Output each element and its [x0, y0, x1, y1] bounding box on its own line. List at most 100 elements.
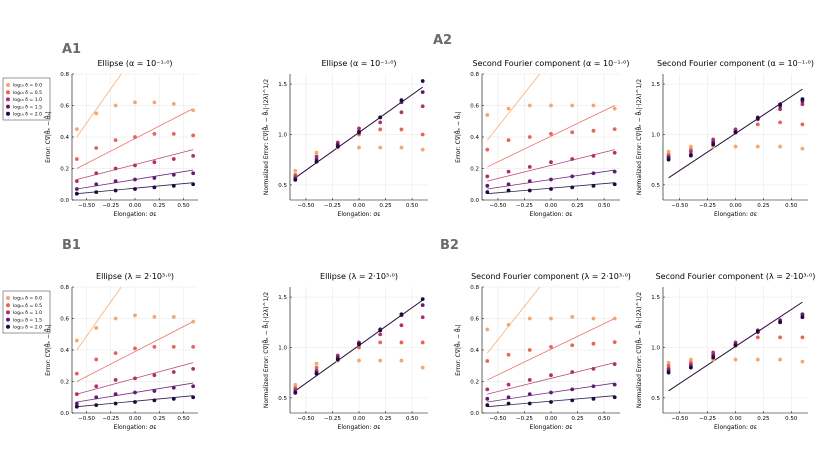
data-point	[171, 157, 176, 161]
y-tick-label: 0.8	[470, 285, 479, 291]
x-tick-label: −0.25	[699, 203, 716, 209]
data-point	[94, 395, 99, 400]
data-point	[74, 401, 79, 406]
data-point	[506, 352, 511, 357]
legend-marker	[6, 324, 10, 329]
data-point	[152, 389, 157, 393]
x-tick-label: 0.00	[545, 203, 558, 209]
data-point	[591, 128, 596, 133]
data-point	[171, 131, 176, 136]
data-point	[570, 315, 575, 319]
data-point	[527, 179, 532, 184]
data-point	[314, 361, 319, 366]
data-point	[152, 100, 157, 105]
data-point	[133, 346, 137, 351]
x-tick-label: −0.50	[78, 203, 95, 209]
x-tick-label: 0.50	[406, 416, 419, 422]
data-point	[570, 370, 575, 374]
data-point	[549, 344, 553, 349]
data-point	[133, 163, 137, 168]
data-point	[420, 104, 425, 109]
y-tick-label: 0.0	[470, 411, 479, 417]
data-point	[314, 159, 319, 164]
data-point	[800, 122, 805, 127]
data-point	[485, 403, 490, 408]
data-point	[711, 355, 716, 360]
data-point	[357, 358, 361, 363]
data-point	[152, 131, 157, 136]
data-point	[94, 326, 99, 330]
data-point	[688, 365, 693, 370]
legend-entry: log₁₀ δ = 0.5	[13, 303, 42, 309]
data-point	[800, 359, 805, 364]
data-point	[378, 358, 383, 363]
data-point	[74, 371, 79, 376]
x-tick-label: 0.50	[598, 203, 611, 209]
y-tick-label: 0.0	[60, 198, 69, 204]
x-tick-label: 0.00	[729, 416, 742, 422]
series-fit-line	[487, 105, 615, 168]
x-tick-label: −0.25	[102, 203, 119, 209]
data-point	[113, 316, 118, 321]
y-tick-label: 0.6	[60, 317, 69, 323]
plot-area	[666, 88, 805, 179]
data-point	[399, 145, 404, 150]
data-point	[191, 171, 196, 176]
y-tick-label: 0.0	[470, 198, 479, 204]
data-point	[485, 147, 490, 152]
data-point	[527, 165, 532, 169]
y-tick-label: 0.4	[470, 135, 479, 141]
data-point	[191, 319, 196, 324]
data-point	[133, 135, 137, 139]
data-point	[94, 384, 99, 389]
data-point	[420, 79, 425, 83]
data-point	[612, 316, 617, 321]
plot-area	[74, 287, 196, 409]
data-point	[94, 357, 99, 362]
data-point	[591, 384, 596, 389]
chart-B2-left: −0.50 −0.25 0.00 0.25 0.50 0.0 0.2 0.4 0.6 0.8 Sec…	[455, 272, 631, 431]
data-point	[711, 137, 716, 142]
data-point	[420, 147, 425, 152]
data-point	[591, 367, 596, 371]
data-point	[549, 390, 553, 395]
legend-entry: log₁₀ δ = 0.0	[13, 83, 42, 89]
data-point	[113, 138, 118, 143]
plots: −0.50 −0.25 0.00 0.25 0.50 0.0 0.2 0.4 0.6 0.8 Ell…	[45, 59, 816, 431]
data-point	[399, 127, 404, 132]
y-tick-label: 0.2	[60, 380, 69, 386]
plot-area	[293, 79, 425, 182]
y-tick-label: 0.8	[60, 72, 69, 78]
x-tick-label: 0.00	[729, 203, 742, 209]
x-tick-label: 0.00	[353, 416, 366, 422]
x-tick-label: 0.50	[406, 203, 419, 209]
chart-title: Ellipse (α = 10⁻¹·⁰)	[321, 59, 396, 68]
data-point	[778, 335, 783, 340]
data-point	[755, 122, 760, 127]
chart-title: Second Fourier component (λ = 2·10³·⁰)	[656, 272, 816, 281]
data-point	[133, 313, 137, 318]
legend-marker	[6, 111, 10, 116]
y-axis-label: Normalized Error: C∇|θ̂ₑ − θ̂ₛ|·(2λ)^1/2	[636, 79, 643, 195]
data-point	[549, 316, 553, 321]
legend-entry: log₁₀ δ = 0.5	[13, 90, 42, 96]
y-tick-label: 0.4	[60, 348, 69, 354]
data-point	[688, 357, 693, 362]
y-tick-label: 0.4	[470, 348, 479, 354]
data-point	[399, 98, 404, 103]
x-axis-label: Elongation: σε	[530, 424, 573, 431]
legend-box	[2, 77, 51, 121]
data-point	[666, 360, 671, 365]
data-point	[506, 169, 511, 174]
data-point	[378, 328, 383, 333]
data-point	[191, 154, 196, 158]
y-tick-label: 0.5	[278, 396, 287, 402]
data-point	[666, 370, 671, 375]
x-tick-label: 0.50	[177, 203, 190, 209]
data-point	[94, 111, 99, 116]
data-point	[527, 348, 532, 352]
data-point	[800, 312, 805, 317]
data-point	[420, 315, 425, 320]
data-point	[399, 312, 404, 317]
y-tick-label: 0.8	[60, 285, 69, 291]
